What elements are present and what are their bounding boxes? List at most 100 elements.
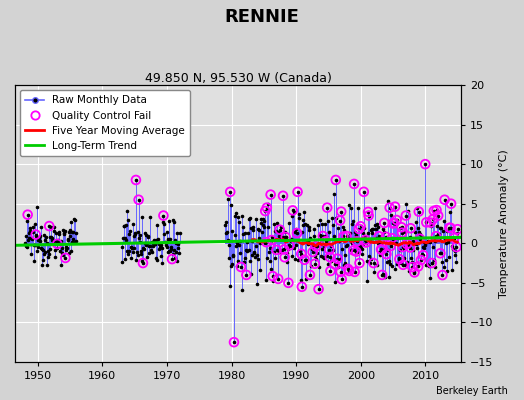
Point — [168, 217, 177, 224]
Point — [139, 260, 147, 266]
Point — [343, 235, 352, 242]
Point — [423, 239, 431, 245]
Point — [294, 257, 302, 264]
Point — [292, 226, 300, 232]
Point — [247, 238, 256, 244]
Point — [374, 224, 383, 231]
Point — [321, 221, 329, 228]
Point — [271, 255, 279, 262]
Point — [290, 209, 299, 215]
Point — [262, 239, 270, 245]
Point — [143, 254, 151, 260]
Point — [67, 219, 75, 225]
Point — [256, 267, 264, 273]
Point — [336, 217, 344, 224]
Point — [64, 237, 72, 244]
Point — [126, 228, 134, 234]
Point — [40, 232, 48, 238]
Point — [413, 225, 422, 231]
Point — [242, 272, 250, 278]
Point — [380, 220, 388, 226]
Point — [334, 264, 342, 271]
Point — [235, 219, 243, 225]
Point — [137, 248, 145, 254]
Point — [421, 161, 429, 167]
Point — [411, 241, 420, 248]
Point — [160, 221, 169, 228]
Point — [39, 257, 47, 263]
Point — [148, 238, 156, 245]
Point — [292, 242, 301, 249]
Point — [429, 244, 438, 250]
Point — [318, 220, 326, 227]
Point — [263, 204, 271, 211]
Point — [243, 239, 251, 245]
Point — [122, 237, 130, 243]
Point — [284, 280, 292, 286]
Point — [156, 241, 164, 248]
Point — [176, 229, 184, 236]
Point — [68, 229, 76, 235]
Point — [281, 229, 289, 236]
Point — [351, 269, 359, 275]
Point — [323, 204, 331, 211]
Point — [426, 239, 434, 246]
Point — [365, 212, 373, 219]
Point — [246, 258, 254, 264]
Point — [53, 241, 61, 247]
Point — [276, 233, 285, 240]
Point — [312, 256, 321, 262]
Point — [294, 215, 303, 221]
Point — [443, 228, 452, 234]
Point — [397, 224, 406, 230]
Point — [446, 225, 455, 231]
Point — [146, 214, 155, 221]
Point — [377, 246, 386, 253]
Point — [289, 207, 297, 214]
Point — [425, 275, 434, 281]
Point — [26, 225, 34, 231]
Point — [252, 216, 260, 222]
Point — [135, 196, 143, 203]
Point — [368, 226, 377, 232]
Point — [66, 227, 74, 234]
Point — [331, 261, 339, 268]
Point — [303, 222, 311, 228]
Point — [32, 204, 41, 211]
Point — [295, 211, 303, 218]
Point — [347, 247, 356, 254]
Point — [238, 212, 246, 219]
Point — [225, 242, 233, 248]
Point — [364, 209, 373, 215]
Point — [42, 262, 51, 268]
Point — [61, 255, 70, 261]
Point — [255, 235, 264, 241]
Point — [51, 254, 59, 260]
Point — [408, 264, 417, 270]
Point — [250, 250, 258, 256]
Point — [276, 226, 284, 233]
Point — [447, 200, 455, 207]
Point — [47, 234, 55, 241]
Point — [166, 247, 174, 254]
Point — [125, 248, 133, 255]
Point — [433, 231, 442, 237]
Point — [342, 233, 351, 239]
Point — [49, 238, 57, 244]
Point — [253, 252, 261, 259]
Point — [140, 246, 148, 252]
Point — [30, 242, 38, 248]
Point — [362, 278, 370, 284]
Point — [50, 224, 58, 230]
Point — [336, 269, 345, 275]
Point — [48, 237, 56, 243]
Point — [304, 240, 312, 247]
Point — [283, 258, 291, 265]
Point — [249, 224, 257, 231]
Point — [313, 243, 322, 250]
Point — [43, 240, 51, 246]
Point — [391, 204, 399, 210]
Point — [144, 233, 152, 239]
Point — [34, 244, 42, 250]
Point — [327, 258, 335, 264]
